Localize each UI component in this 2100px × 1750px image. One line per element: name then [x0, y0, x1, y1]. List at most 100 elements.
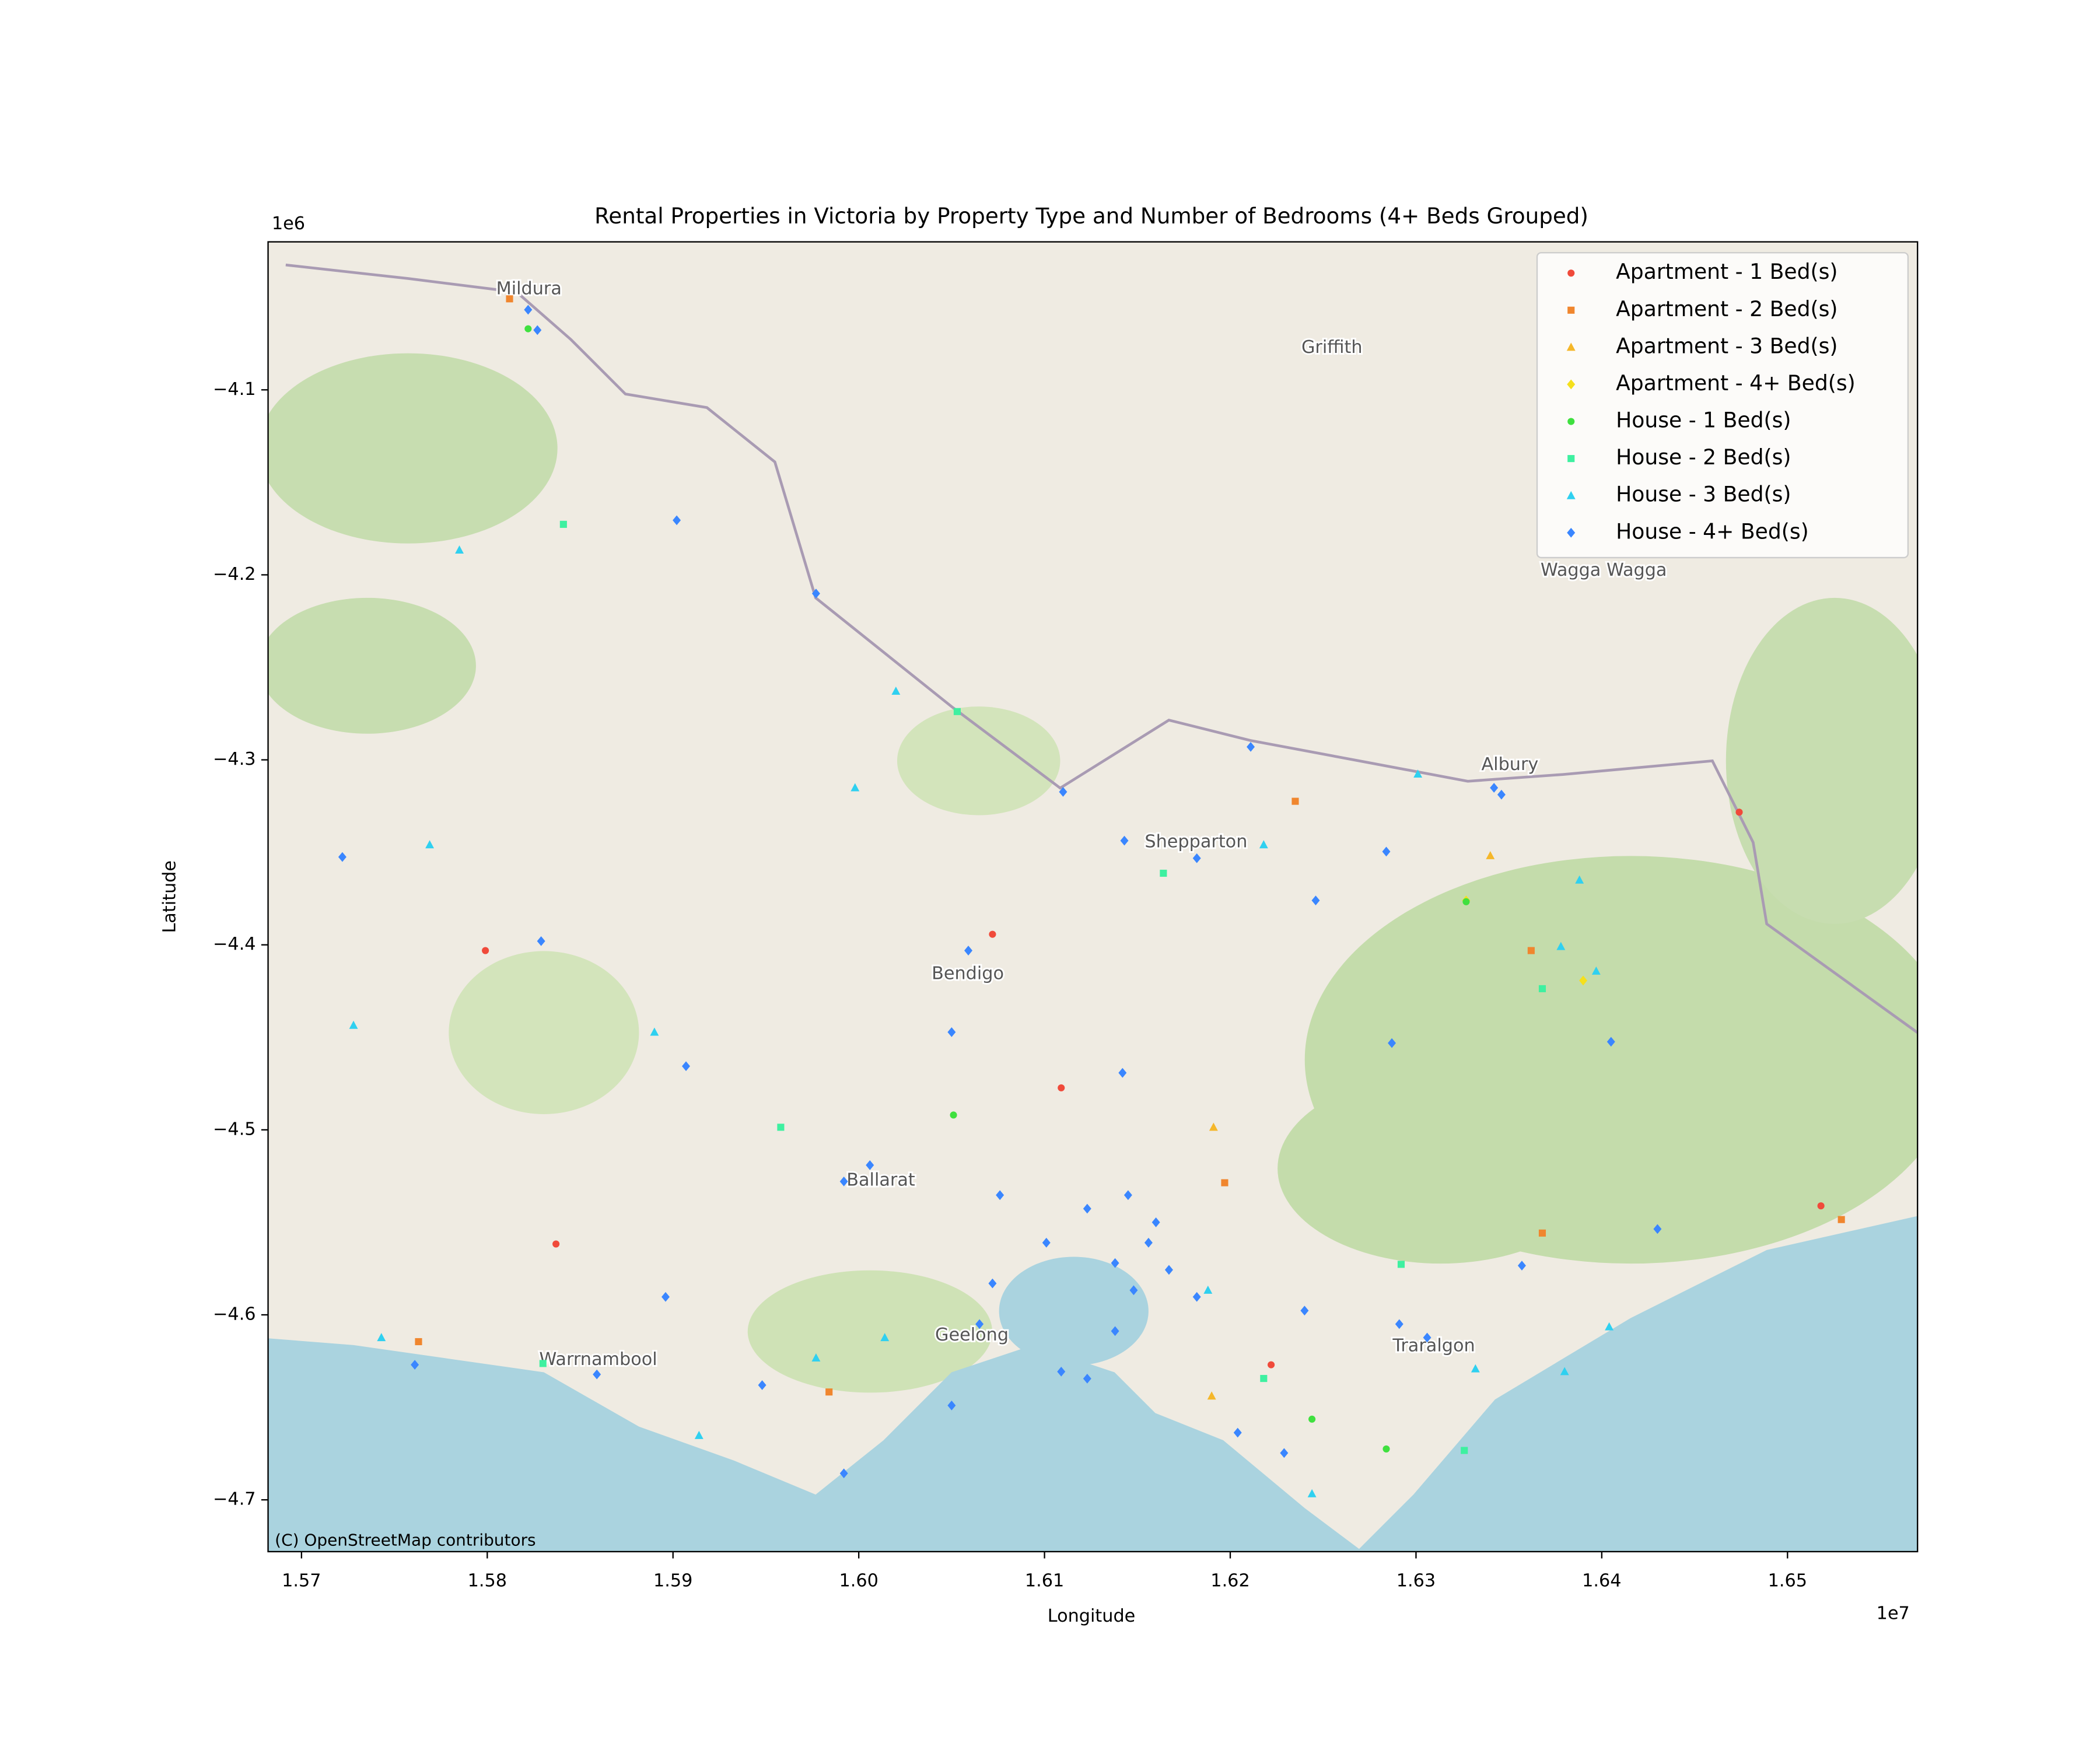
point: [1817, 1202, 1825, 1210]
map-label: Albury: [1481, 754, 1538, 775]
point: [880, 1333, 890, 1342]
point: [552, 1240, 560, 1248]
point: [1591, 966, 1601, 975]
map-label: Griffith: [1301, 337, 1363, 358]
map-label: Ballarat: [846, 1170, 915, 1191]
point: [1209, 1122, 1218, 1131]
x-tick-label: 1.65: [1768, 1571, 1807, 1591]
point: [537, 936, 545, 946]
point: [1556, 942, 1566, 950]
y-axis-label: Latitude: [159, 860, 180, 933]
point: [989, 930, 996, 938]
point: [1397, 1261, 1405, 1268]
point: [1735, 808, 1743, 816]
point: [1083, 1203, 1091, 1214]
y-tick-label: −4.4: [213, 934, 256, 954]
point: [415, 1338, 422, 1346]
map-label: Geelong: [935, 1325, 1009, 1345]
y-tick-label: −4.5: [213, 1119, 256, 1139]
map-label: Traralgon: [1392, 1336, 1475, 1356]
point: [1307, 1489, 1317, 1497]
point: [377, 1333, 386, 1342]
point: [349, 1020, 358, 1029]
park: [1726, 597, 1918, 924]
map-label: Mildura: [496, 279, 562, 299]
point: [996, 1190, 1005, 1200]
legend-marker: [1566, 491, 1576, 499]
point: [661, 1292, 670, 1302]
point: [950, 1111, 957, 1119]
legend-marker: [1567, 306, 1575, 314]
point: [1164, 1265, 1173, 1275]
legend-label: House - 2 Bed(s): [1616, 444, 1791, 470]
point: [1579, 975, 1588, 986]
legend-marker: [1567, 379, 1576, 390]
point: [825, 1388, 833, 1396]
legend-marker: [1566, 342, 1576, 351]
point: [1497, 789, 1506, 800]
legend-label: Apartment - 3 Bed(s): [1616, 333, 1838, 358]
x-axis-label: Longitude: [1048, 1606, 1136, 1626]
point: [839, 1176, 848, 1186]
point: [1300, 1306, 1309, 1316]
y-tick-label: −4.3: [213, 749, 256, 769]
legend-label: House - 4+ Bed(s): [1616, 519, 1809, 544]
point: [1517, 1261, 1526, 1271]
point: [975, 1319, 984, 1329]
point: [850, 783, 860, 792]
x-offset-label: 1e7: [1877, 1604, 1910, 1624]
attribution: (C) OpenStreetMap contributors: [275, 1530, 536, 1549]
point: [1308, 1415, 1316, 1423]
map-label: Bendigo: [932, 964, 1004, 984]
point: [1575, 875, 1584, 884]
park: [268, 597, 476, 734]
bay: [999, 1256, 1149, 1366]
point: [1118, 1068, 1127, 1078]
y-tick-label: −4.7: [213, 1489, 256, 1510]
point: [777, 1124, 785, 1131]
point: [539, 1360, 547, 1367]
x-tick-label: 1.59: [653, 1571, 692, 1591]
legend-label: Apartment - 4+ Bed(s): [1616, 370, 1856, 396]
legend-marker: [1567, 418, 1575, 425]
point: [524, 325, 532, 332]
point: [1560, 1367, 1569, 1376]
point: [1527, 947, 1535, 954]
point: [1207, 1391, 1216, 1400]
point: [1461, 1447, 1468, 1454]
point: [1058, 1084, 1065, 1091]
x-tick-label: 1.61: [1025, 1571, 1064, 1591]
point: [1059, 787, 1068, 797]
point: [694, 1430, 704, 1439]
park: [268, 353, 558, 544]
point: [1144, 1237, 1153, 1248]
x-tick-label: 1.60: [839, 1571, 878, 1591]
y-tick-label: −4.2: [213, 564, 256, 584]
point: [1838, 1216, 1845, 1223]
legend-label: House - 1 Bed(s): [1616, 408, 1791, 433]
x-tick-label: 1.64: [1582, 1571, 1621, 1591]
point: [411, 1360, 419, 1370]
map-label: Warrnambool: [539, 1349, 657, 1370]
point: [650, 1027, 659, 1036]
map-label: Wagga Wagga: [1541, 560, 1667, 580]
point: [1129, 1285, 1138, 1296]
point: [839, 1468, 848, 1479]
point: [1042, 1237, 1051, 1248]
point: [1395, 1319, 1404, 1329]
park: [1278, 1073, 1604, 1264]
point: [988, 1278, 997, 1289]
point: [953, 708, 961, 715]
point: [1124, 1190, 1132, 1200]
point: [1462, 898, 1470, 905]
legend-marker: [1567, 527, 1576, 538]
x-tick-label: 1.58: [468, 1571, 507, 1591]
point: [1259, 840, 1268, 849]
point: [1538, 985, 1546, 992]
point: [1268, 1361, 1275, 1368]
legend-box: [1536, 252, 1909, 559]
point: [455, 545, 464, 554]
point: [1490, 783, 1499, 793]
point: [1192, 853, 1201, 863]
